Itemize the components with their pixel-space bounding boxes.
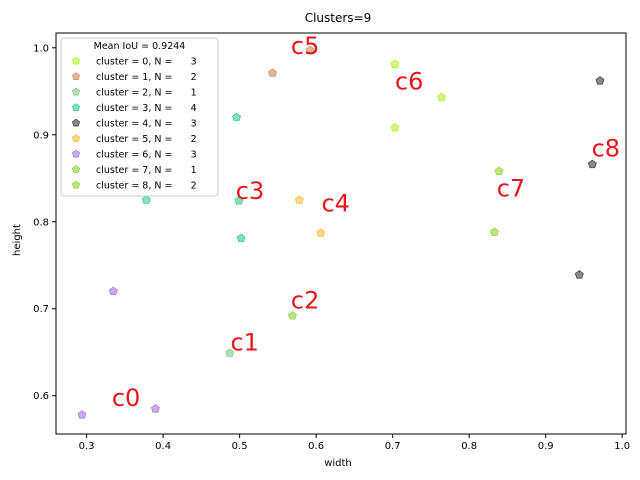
y-tick-label: 0.9 xyxy=(33,130,49,141)
annotation-c4: c4 xyxy=(321,189,349,217)
x-axis-label: width xyxy=(324,458,352,469)
data-point-cluster-3 xyxy=(232,112,242,122)
data-point-cluster-8 xyxy=(489,227,499,236)
data-point-cluster-3 xyxy=(236,233,246,243)
data-point-cluster-4 xyxy=(587,159,597,169)
data-point-cluster-7 xyxy=(287,311,297,320)
data-point-cluster-6 xyxy=(151,404,160,413)
y-tick-label: 0.8 xyxy=(33,217,49,228)
legend-entry-cluster-5: cluster = 5, N = 2 xyxy=(96,134,197,145)
annotation-c3: c3 xyxy=(236,177,264,205)
x-tick-label: 0.4 xyxy=(155,441,171,452)
data-points xyxy=(77,45,605,419)
data-point-cluster-3 xyxy=(141,195,151,204)
legend-entry-cluster-7: cluster = 7, N = 1 xyxy=(96,165,197,176)
data-point-cluster-1 xyxy=(305,45,315,55)
annotation-c0: c0 xyxy=(112,384,140,412)
legend-entry-cluster-3: cluster = 3, N = 4 xyxy=(96,103,197,114)
annotation-c2: c2 xyxy=(291,287,319,315)
legend-entry-cluster-4: cluster = 4, N = 3 xyxy=(96,119,197,130)
annotation-c6: c6 xyxy=(395,68,423,96)
data-point-cluster-4 xyxy=(595,76,605,85)
data-point-cluster-6 xyxy=(108,286,118,296)
data-point-cluster-2 xyxy=(225,348,235,357)
legend-entry-cluster-6: cluster = 6, N = 3 xyxy=(96,150,197,161)
x-tick-label: 0.9 xyxy=(538,441,554,452)
plot-frame xyxy=(55,32,627,435)
legend-marker-cluster-2 xyxy=(71,87,81,96)
legend-marker-cluster-6 xyxy=(71,149,81,158)
x-tick-label: 0.7 xyxy=(385,441,401,452)
legend-marker-cluster-7 xyxy=(71,165,81,173)
chart-title: Clusters=9 xyxy=(305,11,372,25)
data-point-cluster-3 xyxy=(234,196,244,205)
legend-marker-cluster-3 xyxy=(71,103,81,111)
x-tick-label: 0.3 xyxy=(79,441,95,452)
legend-entry-cluster-0: cluster = 0, N = 3 xyxy=(96,57,197,68)
annotation-c1: c1 xyxy=(230,328,258,356)
axis-ticks: 0.3 0.4 0.5 0.6 0.7 0.8 0.9 1.0 0.6 0.7 0.8 0.9 1.0 xyxy=(33,43,630,452)
data-point-cluster-0 xyxy=(437,92,447,102)
annotation-c8: c8 xyxy=(592,135,620,163)
annotation-c7: c7 xyxy=(497,175,525,203)
legend-marker-cluster-0 xyxy=(71,56,81,65)
data-point-cluster-8 xyxy=(494,166,504,176)
data-point-cluster-0 xyxy=(390,123,400,132)
x-tick-label: 1.0 xyxy=(614,441,630,452)
legend-marker-cluster-5 xyxy=(71,134,81,142)
legend-box xyxy=(60,37,219,197)
legend-entry-cluster-8: cluster = 8, N = 2 xyxy=(96,181,197,192)
x-tick-label: 0.8 xyxy=(461,441,477,452)
data-point-cluster-5 xyxy=(294,195,304,204)
annotation-c5: c5 xyxy=(291,32,319,60)
data-point-cluster-6 xyxy=(77,410,87,419)
legend-entry-cluster-1: cluster = 1, N = 2 xyxy=(96,72,197,83)
y-tick-label: 1.0 xyxy=(33,43,49,54)
x-tick-label: 0.6 xyxy=(308,441,324,452)
data-point-cluster-5 xyxy=(316,228,326,237)
y-tick-label: 0.7 xyxy=(33,304,49,315)
y-tick-label: 0.6 xyxy=(33,391,49,402)
legend-entry-cluster-2: cluster = 2, N = 1 xyxy=(96,88,197,99)
plot-area xyxy=(55,32,627,435)
cluster-annotations: c0 c1 c2 c3 c4 c5 c6 c7 c8 xyxy=(112,32,620,412)
legend: Mean IoU = 0.9244 cluster = 0, N = 3 clust… xyxy=(60,37,219,197)
y-axis-label: height xyxy=(12,224,23,256)
legend-marker-cluster-8 xyxy=(71,180,81,189)
data-point-cluster-0 xyxy=(390,59,400,69)
data-point-cluster-1 xyxy=(268,68,277,77)
x-tick-label: 0.5 xyxy=(232,441,248,452)
legend-title: Mean IoU = 0.9244 xyxy=(94,41,186,52)
legend-marker-cluster-1 xyxy=(71,72,81,80)
data-point-cluster-4 xyxy=(574,270,584,279)
legend-marker-cluster-4 xyxy=(71,118,81,127)
